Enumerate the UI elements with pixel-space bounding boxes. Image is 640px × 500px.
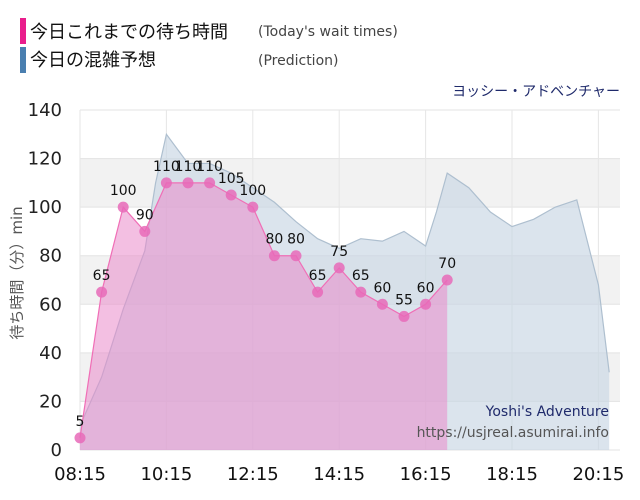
actual-point xyxy=(247,201,259,213)
watermark-title: Yoshi's Adventure xyxy=(485,404,609,420)
actual-point xyxy=(333,262,345,274)
y-tick-label: 100 xyxy=(28,197,62,218)
data-label: 90 xyxy=(136,207,154,223)
x-tick-label: 10:15 xyxy=(140,464,192,485)
actual-point xyxy=(139,225,151,237)
actual-area xyxy=(80,182,448,450)
y-tick-label: 20 xyxy=(39,391,62,412)
legend-actual-swatch xyxy=(20,18,26,44)
legend-actual-label: 今日これまでの待ち時間 xyxy=(30,22,228,43)
actual-point xyxy=(117,201,129,213)
actual-point xyxy=(312,286,324,298)
actual-point xyxy=(376,298,388,310)
y-tick-label: 60 xyxy=(39,294,62,315)
actual-point xyxy=(182,177,194,189)
actual-point xyxy=(290,250,302,262)
x-tick-label: 08:15 xyxy=(54,464,106,485)
x-tick-label: 20:15 xyxy=(572,464,624,485)
legend-prediction-label-en: (Prediction) xyxy=(258,53,338,69)
x-tick-label: 14:15 xyxy=(313,464,365,485)
actual-point xyxy=(225,189,237,201)
data-label: 100 xyxy=(110,183,137,199)
data-label: 5 xyxy=(76,414,85,430)
x-axis: 08:15 10:15 12:15 14:15 16:15 18:15 20:15 xyxy=(54,464,624,485)
x-tick-label: 16:15 xyxy=(400,464,452,485)
data-label: 80 xyxy=(265,232,283,248)
y-axis-label: 待ち時間（分）min xyxy=(8,206,26,339)
data-label: 65 xyxy=(93,268,111,284)
watermark: Yoshi's Adventure https://usjreal.asumir… xyxy=(417,404,609,441)
data-label: 75 xyxy=(330,244,348,260)
y-tick-label: 140 xyxy=(28,100,62,121)
legend-prediction-label: 今日の混雑予想 xyxy=(30,50,156,71)
actual-point xyxy=(268,250,280,262)
y-tick-label: 80 xyxy=(39,246,62,267)
legend-actual-label-en: (Today's wait times) xyxy=(258,24,398,40)
y-tick-label: 120 xyxy=(28,149,62,170)
data-label: 110 xyxy=(196,159,223,175)
actual-point xyxy=(74,432,86,444)
data-label: 70 xyxy=(438,256,456,272)
legend-prediction-swatch xyxy=(20,47,26,73)
data-label: 60 xyxy=(373,280,391,296)
legend: 今日これまでの待ち時間 (Today's wait times) 今日の混雑予想… xyxy=(20,18,398,73)
data-label: 55 xyxy=(395,292,413,308)
watermark-url: https://usjreal.asumirai.info xyxy=(417,425,609,441)
data-label: 65 xyxy=(352,268,370,284)
y-axis: 0 20 40 60 80 100 120 140 xyxy=(28,100,62,461)
actual-point xyxy=(441,274,453,286)
actual-point xyxy=(160,177,172,189)
data-label: 65 xyxy=(309,268,327,284)
y-tick-label: 0 xyxy=(51,440,62,461)
actual-point xyxy=(420,298,432,310)
data-label: 100 xyxy=(239,183,266,199)
data-label: 105 xyxy=(218,171,245,187)
actual-point xyxy=(204,177,216,189)
prediction-line xyxy=(79,132,610,426)
data-label: 110 xyxy=(153,159,180,175)
data-label: 110 xyxy=(175,159,202,175)
actual-point xyxy=(398,310,410,322)
y-tick-label: 40 xyxy=(39,343,62,364)
actual-point xyxy=(355,286,367,298)
x-tick-label: 12:15 xyxy=(227,464,279,485)
actual-point xyxy=(96,286,108,298)
data-label: 80 xyxy=(287,232,305,248)
data-label: 60 xyxy=(417,280,435,296)
x-tick-label: 18:15 xyxy=(486,464,538,485)
attraction-name: ヨッシー・アドベンチャー xyxy=(452,84,620,100)
